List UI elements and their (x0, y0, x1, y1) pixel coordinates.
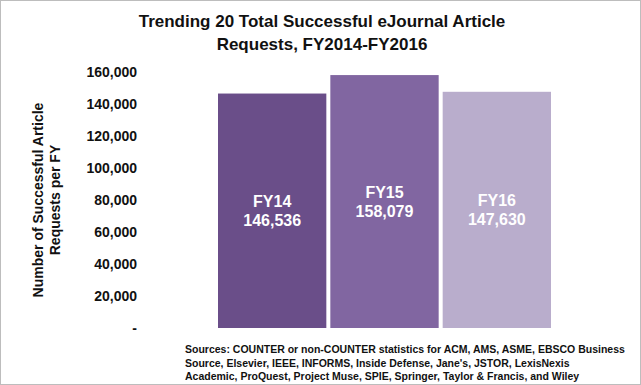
y-tick-label: 120,000 (86, 128, 137, 144)
y-tick-label: 140,000 (86, 96, 137, 112)
chart-border (1, 1, 641, 385)
y-tick-label: - (132, 320, 137, 336)
category-label: FY15 (365, 184, 403, 201)
chart: Trending 20 Total Successful eJournal Ar… (0, 0, 641, 385)
data-label: 147,630 (468, 211, 526, 228)
y-axis-label: Requests per FY (47, 144, 63, 255)
y-tick-label: 160,000 (86, 64, 137, 80)
bar (218, 94, 326, 328)
source-note: Sources: COUNTER or non-COUNTER statisti… (185, 343, 625, 355)
y-tick-label: 20,000 (94, 288, 137, 304)
bar (330, 75, 438, 328)
data-label: 146,536 (243, 212, 301, 229)
data-labels: FY14 146,536 FY15 158,079 FY16 147,630 (243, 184, 526, 229)
data-label: 158,079 (356, 203, 414, 220)
title: Trending 20 Total Successful eJournal Ar… (139, 12, 506, 31)
y-tick-label: 80,000 (94, 192, 137, 208)
y-tick-label: 40,000 (94, 256, 137, 272)
y-tick-label: 100,000 (86, 160, 137, 176)
bar (443, 92, 551, 328)
source-note: Source, Elsevier, IEEE, INFORMS, Inside … (185, 357, 570, 369)
y-tick-label: 60,000 (94, 224, 137, 240)
title: Requests, FY2014-FY2016 (217, 35, 428, 54)
y-axis-label: Number of Successful Article (30, 102, 46, 297)
source-note: Academic, ProQuest, Project Muse, SPIE, … (185, 370, 579, 382)
category-label: FY16 (478, 192, 516, 209)
category-label: FY14 (253, 193, 291, 210)
bars (218, 75, 551, 328)
